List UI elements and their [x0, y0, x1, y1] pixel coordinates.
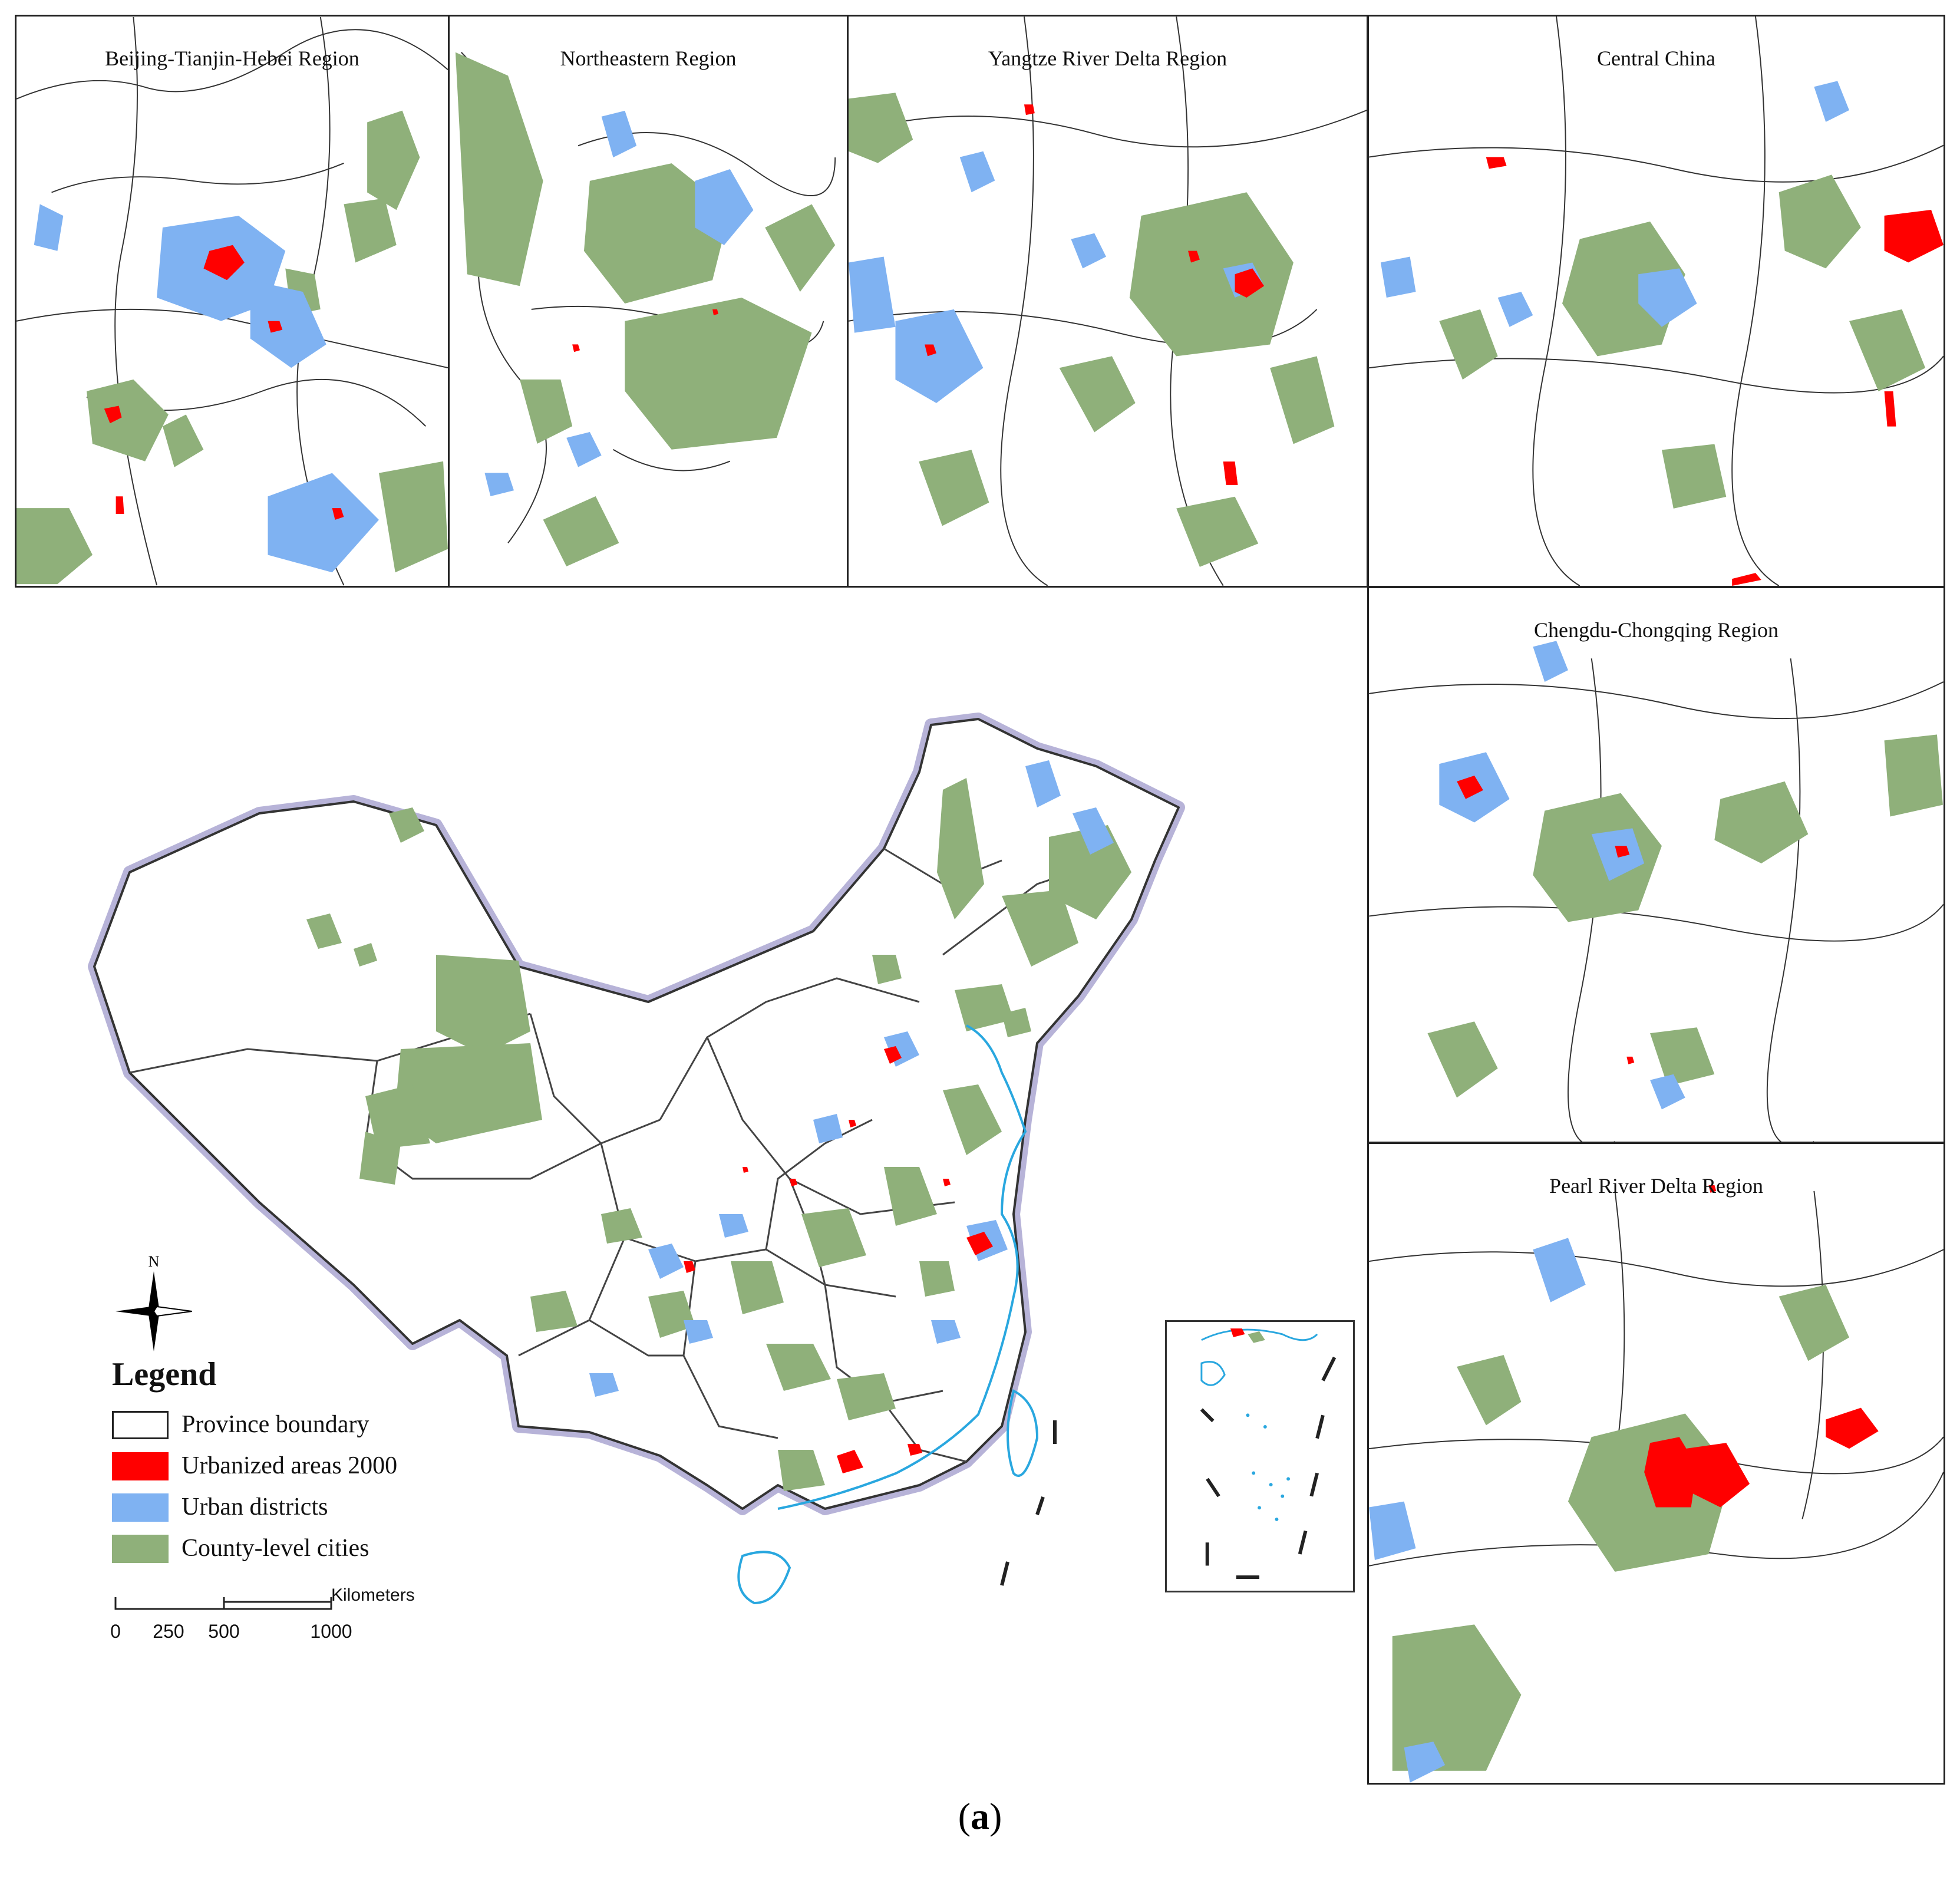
panel-beijing-tianjin-hebei: Beijing-Tianjin-Hebei Region — [15, 15, 450, 588]
panel-title-yrd: Yangtze River Delta Region — [988, 47, 1228, 70]
legend: Legend Province boundary Urbanized areas… — [112, 1356, 466, 1650]
urban-districts-layer — [589, 760, 1114, 1397]
legend-label: Province boundary — [182, 1411, 369, 1438]
county-level-cities-layer — [306, 778, 1131, 1491]
legend-label: Urbanized areas 2000 — [182, 1452, 398, 1479]
panel-pearl-river-delta: Pearl River Delta Region — [1367, 1142, 1945, 1785]
scale-tick: 500 — [208, 1621, 240, 1642]
legend-swatch-county-cities — [112, 1535, 169, 1563]
panel-central-china: Central China — [1367, 15, 1945, 588]
south-china-sea-inset — [1165, 1320, 1355, 1592]
scale-unit-label: Kilometers — [331, 1585, 415, 1605]
panel-yangtze-river-delta: Yangtze River Delta Region — [847, 15, 1368, 588]
inset-map — [1200, 1328, 1337, 1579]
panel-title-cc: Central China — [1597, 47, 1715, 70]
panel-title-chq: Chengdu-Chongqing Region — [1534, 618, 1778, 642]
panel-title-bth: Beijing-Tianjin-Hebei Region — [105, 47, 359, 70]
map-yrd — [849, 17, 1367, 586]
map-cc — [1369, 17, 1943, 586]
legend-item-province-boundary: Province boundary — [112, 1407, 466, 1443]
scale-tick: 1000 — [310, 1621, 352, 1642]
legend-label: Urban districts — [182, 1493, 328, 1521]
legend-swatch-urbanized — [112, 1452, 169, 1480]
compass-north-label: N — [149, 1253, 160, 1270]
map-bth — [17, 17, 448, 586]
scale-bar: Kilometers 0 250 500 1000 — [110, 1585, 466, 1662]
caption-open: ( — [958, 1795, 971, 1837]
figure-caption: (a) — [0, 1795, 1960, 1838]
caption-letter: a — [971, 1795, 989, 1837]
compass-rose-icon: N — [116, 1253, 193, 1351]
maritime-dash-lines — [1000, 1420, 1057, 1586]
caption-close: ) — [989, 1795, 1002, 1837]
panel-title-ne: Northeastern Region — [560, 47, 737, 70]
legend-item-urban-districts: Urban districts — [112, 1490, 466, 1525]
legend-title: Legend — [112, 1356, 217, 1393]
urbanized-areas-layer — [684, 1046, 993, 1473]
panel-northeastern: Northeastern Region — [448, 15, 849, 588]
scale-tick: 250 — [153, 1621, 184, 1642]
legend-item-county-cities: County-level cities — [112, 1531, 466, 1567]
legend-swatch-urban-districts — [112, 1493, 169, 1522]
north-arrow: N — [116, 1252, 193, 1353]
coastline — [737, 1024, 1039, 1605]
legend-swatch-outline — [112, 1411, 169, 1439]
scale-bar-graphic — [114, 1597, 332, 1610]
panel-title-prd: Pearl River Delta Region — [1549, 1174, 1763, 1198]
national-border — [93, 718, 1180, 1510]
hainan-island — [737, 1551, 791, 1605]
china-overview-map — [88, 713, 1185, 1605]
map-ne — [455, 52, 836, 566]
panel-chengdu-chongqing: Chengdu-Chongqing Region — [1367, 586, 1945, 1143]
taiwan-island — [1007, 1389, 1039, 1477]
legend-label: County-level cities — [182, 1535, 369, 1562]
map-prd — [1369, 1185, 1943, 1783]
scale-tick: 0 — [110, 1621, 121, 1642]
legend-item-urbanized: Urbanized areas 2000 — [112, 1449, 466, 1484]
map-chq — [1369, 641, 1943, 1142]
